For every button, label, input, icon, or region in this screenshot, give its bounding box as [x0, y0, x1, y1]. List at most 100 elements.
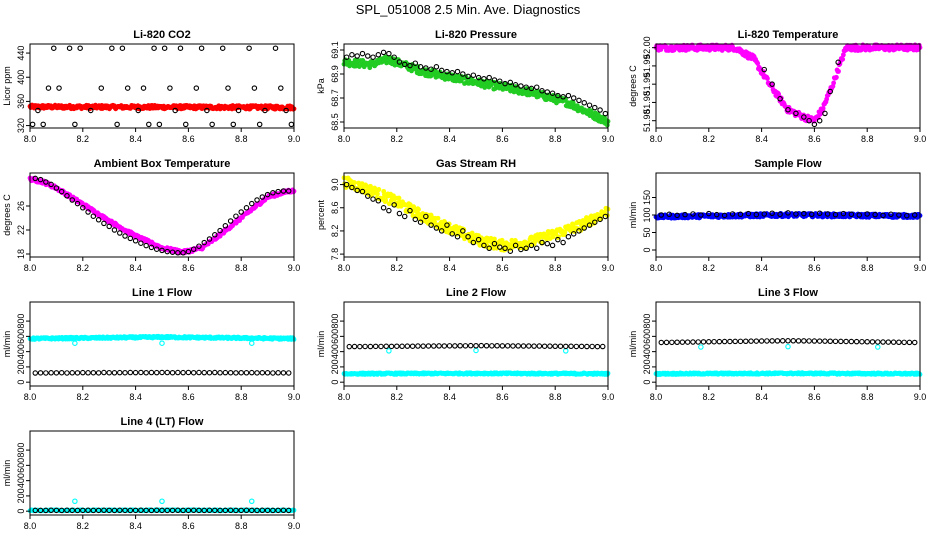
data-point	[95, 370, 102, 376]
data-point	[711, 338, 717, 345]
data-point	[159, 498, 165, 505]
x-tick-label: 8.2	[391, 392, 404, 402]
data-point	[109, 45, 115, 51]
data-point	[785, 338, 791, 344]
series-open	[346, 342, 606, 350]
data-point	[72, 121, 78, 128]
data-point	[816, 338, 823, 344]
data-point	[401, 213, 408, 220]
y-tick-label: 800	[330, 314, 340, 329]
data-point	[180, 369, 186, 376]
data-point	[523, 84, 529, 90]
data-point	[272, 45, 279, 51]
series-open	[32, 175, 292, 256]
data-point	[233, 213, 239, 219]
y-tick-label: 0	[330, 380, 340, 385]
data-point	[127, 369, 134, 376]
y-tick-label: 800	[16, 443, 26, 458]
data-point	[259, 369, 266, 376]
data-point	[483, 343, 490, 349]
data-point	[53, 370, 60, 376]
data-point	[114, 121, 120, 128]
data-point	[375, 191, 380, 197]
data-point	[584, 343, 590, 350]
data-point	[37, 176, 44, 183]
data-point	[372, 343, 379, 350]
data-point	[840, 56, 846, 62]
x-tick-label: 9.0	[288, 263, 301, 273]
data-point	[53, 185, 60, 191]
data-point	[375, 52, 382, 58]
y-tick-label: 51.98	[642, 91, 652, 114]
data-point	[706, 339, 712, 345]
data-point	[101, 220, 107, 227]
data-point	[864, 339, 870, 345]
data-point	[444, 68, 450, 75]
data-point	[386, 348, 392, 354]
x-tick-label: 9.0	[602, 134, 615, 144]
y-tick-label: 600	[330, 329, 340, 344]
data-point	[674, 339, 680, 345]
chart-title: Line 2 Flow	[446, 287, 506, 299]
data-point	[90, 369, 97, 376]
data-point	[285, 370, 292, 376]
data-point	[365, 53, 371, 59]
data-point	[555, 92, 561, 99]
data-point	[222, 223, 229, 229]
data-point	[446, 343, 453, 349]
series-open-cyan	[698, 343, 881, 350]
x-tick-label: 9.0	[288, 392, 301, 402]
data-point	[217, 227, 223, 234]
data-point	[743, 338, 749, 345]
data-point	[597, 107, 603, 113]
x-tick-label: 8.4	[129, 392, 142, 402]
data-point	[518, 83, 524, 89]
data-point	[679, 339, 686, 345]
series-open-cyan	[72, 498, 255, 505]
data-point	[32, 370, 39, 376]
x-tick-label: 9.0	[288, 521, 301, 531]
data-point	[87, 107, 94, 114]
data-point	[243, 205, 250, 211]
x-tick-label: 8.2	[703, 134, 716, 144]
x-tick-label: 8.6	[808, 134, 821, 144]
series-open-cyan	[386, 347, 569, 354]
data-point	[227, 218, 234, 224]
data-point	[172, 107, 178, 114]
data-point	[777, 96, 783, 102]
data-point	[507, 79, 514, 86]
data-point	[169, 369, 176, 376]
data-point	[117, 369, 123, 376]
y-tick-label: 200	[642, 359, 652, 374]
data-point	[822, 110, 828, 117]
data-point	[478, 342, 485, 349]
x-tick-label: 8.4	[129, 263, 142, 273]
y-axis-label: kPa	[316, 78, 326, 94]
x-tick-label: 8.4	[443, 134, 456, 144]
x-tick-label: 8.8	[549, 263, 562, 273]
data-point	[568, 343, 574, 350]
data-point	[563, 343, 569, 350]
data-point	[117, 230, 123, 236]
data-point	[906, 339, 913, 346]
x-tick-label: 8.8	[549, 392, 562, 402]
data-point	[48, 181, 54, 188]
data-point	[209, 121, 215, 128]
y-tick-label: 0	[642, 247, 652, 252]
chart-panel: Li-820 Temperature degrees C 8.0 8.2 8.4 8.6 8…	[628, 29, 926, 144]
data-point	[388, 343, 395, 350]
data-point	[563, 96, 568, 102]
data-point	[243, 370, 250, 376]
data-point	[72, 340, 78, 346]
y-tick-label: 150	[642, 190, 652, 205]
data-point	[473, 347, 479, 354]
data-point	[201, 239, 207, 246]
y-tick-label: 26	[16, 201, 26, 211]
x-tick-label: 8.6	[182, 263, 195, 273]
series-filled	[341, 370, 611, 377]
data-point	[270, 190, 276, 196]
data-point	[159, 247, 165, 254]
data-point	[354, 53, 360, 59]
data-point	[64, 193, 70, 199]
